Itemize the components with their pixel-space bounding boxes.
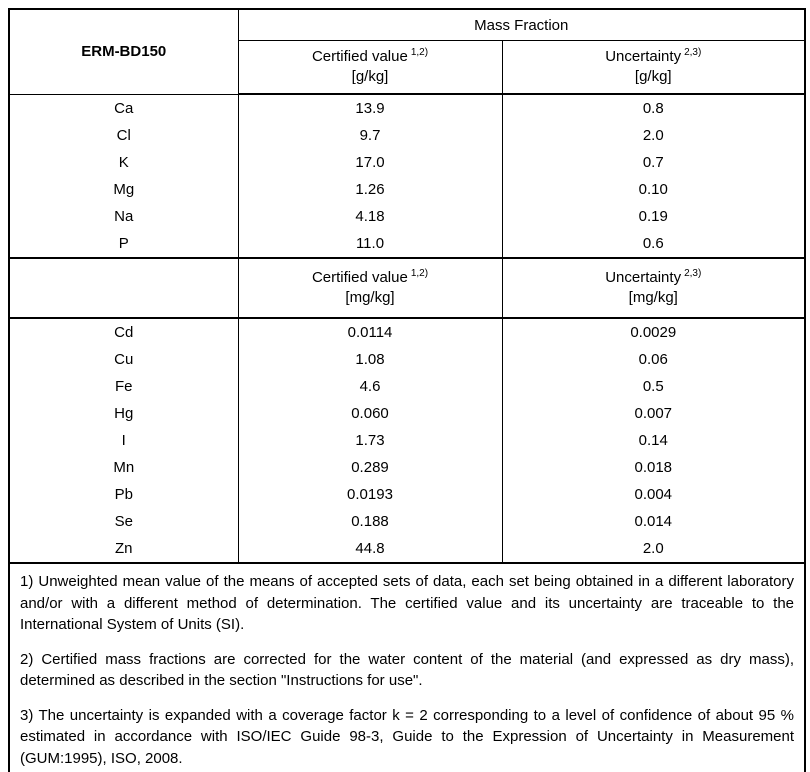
table-row: Cd 0.0114 0.0029	[8, 318, 806, 346]
certified-value-cell: 44.8	[237, 535, 503, 563]
certified-value-cell: 9.7	[237, 122, 503, 149]
uncertainty-text: Uncertainty	[605, 269, 682, 286]
certified-value-cell: 4.18	[237, 203, 503, 230]
footnote-ref-23: 2,3)	[684, 268, 702, 279]
certified-value-cell: 0.289	[237, 454, 503, 481]
uncertainty-cell: 0.014	[501, 508, 806, 535]
element-cell: K	[8, 149, 239, 176]
table-row: Se 0.188 0.014	[8, 508, 806, 535]
certified-value-cell: 1.08	[237, 346, 503, 373]
footnote-ref-12: 1,2)	[410, 47, 429, 58]
table-header-row-mgkg: Certified value 1,2) [mg/kg] Uncertainty 2…	[8, 257, 806, 319]
footnotes-row: 1) Unweighted mean value of the means of…	[8, 562, 806, 772]
certified-value-cell: 1.73	[237, 427, 503, 454]
mass-fraction-header-cell: Mass Fraction	[237, 9, 806, 41]
uncertainty-cell: 0.7	[501, 149, 806, 176]
footnote-ref-23: 2,3)	[684, 47, 702, 58]
certified-value-cell: 17.0	[237, 149, 503, 176]
table-row: Cl 9.7 2.0	[8, 122, 806, 149]
table-header-row-top: ERM-BD150 Mass Fraction	[8, 9, 806, 95]
footnotes-cell: 1) Unweighted mean value of the means of…	[8, 562, 806, 772]
element-cell: I	[8, 427, 239, 454]
footnote-ref-12: 1,2)	[410, 268, 429, 279]
uncertainty-gkg-unit: [g/kg]	[634, 68, 672, 85]
uncertainty-mgkg-header-cell: Uncertainty 2,3) [mg/kg]	[501, 257, 806, 319]
element-cell: Cl	[8, 122, 239, 149]
uncertainty-cell: 0.19	[501, 203, 806, 230]
uncertainty-cell: 0.06	[501, 346, 806, 373]
table-row: Zn 44.8 2.0	[8, 535, 806, 563]
element-cell: Na	[8, 203, 239, 230]
table-row: Cu 1.08 0.06	[8, 346, 806, 373]
uncertainty-cell: 2.0	[501, 535, 806, 563]
element-cell: Ca	[8, 94, 239, 122]
certified-value-mgkg-label: Certified value 1,2)	[239, 268, 502, 288]
element-cell: Cu	[8, 346, 239, 373]
certified-value-cell: 0.0193	[237, 481, 503, 508]
material-id-cell: ERM-BD150	[8, 9, 239, 95]
table-row: Hg 0.060 0.007	[8, 400, 806, 427]
material-id-label: ERM-BD150	[81, 43, 167, 61]
uncertainty-cell: 0.8	[501, 94, 806, 122]
mass-fraction-title: Mass Fraction	[474, 16, 569, 34]
certified-value-gkg-header-cell: Certified value 1,2) [g/kg]	[237, 40, 503, 95]
element-cell: Se	[8, 508, 239, 535]
element-cell: Mg	[8, 176, 239, 203]
element-cell: Fe	[8, 373, 239, 400]
certified-value-mgkg-unit: [mg/kg]	[345, 289, 395, 306]
uncertainty-gkg-label: Uncertainty 2,3)	[503, 47, 805, 67]
certified-value-gkg-label: Certified value 1,2)	[239, 47, 502, 67]
table-row: Mn 0.289 0.018	[8, 454, 806, 481]
footnote-1: 1) Unweighted mean value of the means of…	[20, 573, 795, 633]
certified-value-text: Certified value	[311, 269, 408, 286]
table-row: Fe 4.6 0.5	[8, 373, 806, 400]
table-header-row-gkg: Certified value 1,2) [g/kg] Uncertainty 2,…	[9, 40, 806, 95]
uncertainty-gkg-header-cell: Uncertainty 2,3) [g/kg]	[501, 40, 806, 95]
uncertainty-mgkg-label: Uncertainty 2,3)	[503, 268, 805, 288]
table-row: Ca 13.9 0.8	[8, 94, 806, 122]
certified-value-cell: 13.9	[237, 94, 503, 122]
uncertainty-cell: 0.6	[501, 230, 806, 258]
certified-value-cell: 0.060	[237, 400, 503, 427]
uncertainty-text: Uncertainty	[605, 48, 682, 65]
uncertainty-cell: 0.004	[501, 481, 806, 508]
table-row: K 17.0 0.7	[8, 149, 806, 176]
certified-value-mgkg-header-cell: Certified value 1,2) [mg/kg]	[237, 257, 503, 319]
element-cell: Hg	[8, 400, 239, 427]
table-row: Na 4.18 0.19	[8, 203, 806, 230]
element-cell: Pb	[8, 481, 239, 508]
footnote-2: 2) Certified mass fractions are correcte…	[20, 650, 795, 690]
footnote-3: 3) The uncertainty is expanded with a co…	[20, 706, 795, 767]
certified-value-text: Certified value	[311, 48, 408, 65]
certified-value-cell: 4.6	[237, 373, 503, 400]
certified-value-cell: 0.0114	[237, 318, 503, 346]
mass-fraction-table: ERM-BD150 Mass Fraction Certified value 1…	[8, 8, 807, 772]
element-cell: Zn	[8, 535, 239, 563]
certified-value-cell: 1.26	[237, 176, 503, 203]
empty-cell	[8, 257, 239, 319]
table-row: Mg 1.26 0.10	[8, 176, 806, 203]
uncertainty-cell: 2.0	[501, 122, 806, 149]
element-cell: P	[8, 230, 239, 258]
uncertainty-mgkg-unit: [mg/kg]	[628, 289, 678, 306]
certified-value-cell: 11.0	[237, 230, 503, 258]
table-row: P 11.0 0.6	[8, 230, 806, 258]
table-row: I 1.73 0.14	[8, 427, 806, 454]
element-cell: Mn	[8, 454, 239, 481]
uncertainty-cell: 0.5	[501, 373, 806, 400]
uncertainty-cell: 0.018	[501, 454, 806, 481]
uncertainty-cell: 0.10	[501, 176, 806, 203]
uncertainty-cell: 0.007	[501, 400, 806, 427]
certified-value-cell: 0.188	[237, 508, 503, 535]
table-row: Pb 0.0193 0.004	[8, 481, 806, 508]
uncertainty-cell: 0.14	[501, 427, 806, 454]
element-cell: Cd	[8, 318, 239, 346]
certified-value-gkg-unit: [g/kg]	[351, 68, 389, 85]
uncertainty-cell: 0.0029	[501, 318, 806, 346]
